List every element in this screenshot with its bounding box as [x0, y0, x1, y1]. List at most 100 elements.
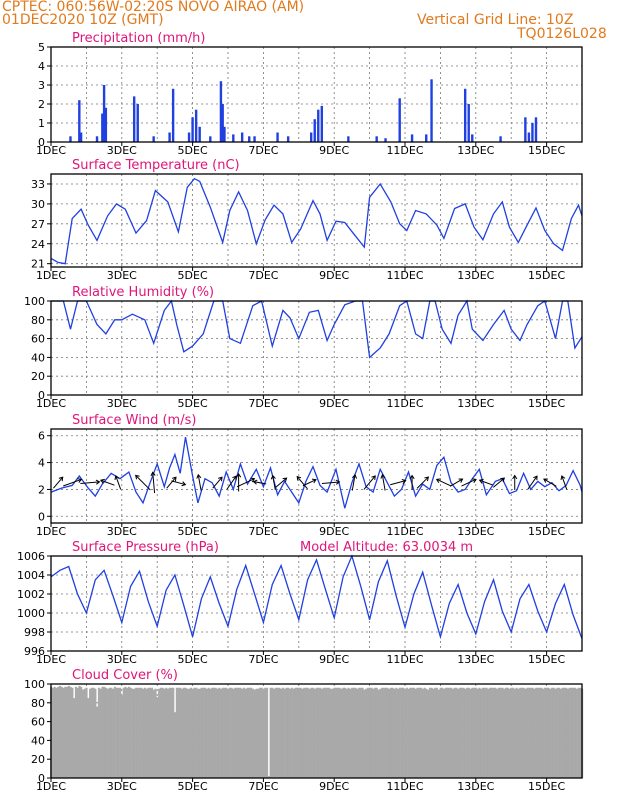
- wind-arrowhead: [296, 475, 302, 481]
- y-tick-label: 0: [38, 510, 45, 523]
- cloud-bar: [324, 687, 327, 778]
- cloud-bar: [235, 687, 239, 778]
- cloud-bar: [501, 687, 504, 778]
- x-tick-label: 5DEC: [178, 653, 208, 666]
- cloud-bar: [119, 687, 122, 778]
- wind-arrowhead: [252, 479, 258, 485]
- wind-arrowhead: [371, 475, 376, 481]
- wind-arrow: [236, 478, 255, 488]
- wind-arrowhead: [114, 475, 120, 480]
- cloud-bar: [225, 687, 228, 778]
- cloud-bar: [551, 687, 554, 778]
- precip-bar: [132, 96, 136, 142]
- cloud-bar: [336, 687, 339, 778]
- y-tick-label: 998: [24, 626, 45, 639]
- wind-arrow: [381, 474, 386, 491]
- cloud-bar: [359, 687, 362, 778]
- cloud-bar: [455, 687, 458, 778]
- y-tick-label: 0: [38, 772, 45, 785]
- wind-arrowhead: [77, 478, 83, 483]
- cloud-bar: [101, 686, 104, 778]
- cloud-bar: [566, 688, 570, 778]
- precip-bar: [79, 132, 83, 142]
- wind-arrowhead: [335, 479, 341, 485]
- cloud-bar: [368, 687, 371, 778]
- cloud-bar: [304, 687, 308, 778]
- x-tick-label: 9DEC: [319, 397, 349, 410]
- wind-arrowhead: [196, 473, 202, 479]
- cloud-bar: [540, 687, 543, 778]
- cloud-bar: [152, 689, 155, 778]
- cloud-bar: [129, 687, 132, 778]
- cloud-bar: [374, 687, 377, 778]
- cloud-bar: [271, 687, 274, 778]
- cloud-bar: [398, 687, 401, 778]
- cloud-bar: [97, 687, 100, 778]
- cloud-bar: [198, 688, 201, 778]
- y-tick-label: 1006: [17, 550, 45, 563]
- precip-bar: [240, 132, 244, 142]
- precip-frame: [50, 46, 583, 143]
- cloud-bar: [234, 687, 237, 778]
- cloud-bar: [487, 688, 490, 778]
- cloud-bar: [333, 687, 336, 778]
- cloud-bar: [508, 688, 511, 778]
- wind-arrowhead: [512, 474, 518, 480]
- cloud-bar: [251, 688, 254, 778]
- y-tick-label: 60: [31, 716, 45, 729]
- wind-arrowhead: [311, 478, 317, 484]
- cloud-bar: [220, 688, 223, 778]
- y-tick-label: 1000: [17, 607, 45, 620]
- x-tick-label: 13DEC: [457, 780, 494, 793]
- cloud-bar: [189, 687, 193, 778]
- x-tick-label: 5DEC: [178, 780, 208, 793]
- cloud-bar: [273, 688, 276, 778]
- cloud-bar: [435, 687, 439, 778]
- pressure-panel: [47, 554, 583, 655]
- precip-bar: [152, 136, 155, 142]
- cloud-bar: [372, 688, 375, 778]
- cloud-bar: [428, 687, 431, 778]
- cloud-bar: [556, 687, 559, 778]
- cloud-bar: [92, 687, 95, 778]
- x-tick-label: 5DEC: [178, 269, 208, 282]
- cloud-bar: [393, 688, 396, 778]
- wind-arrowhead: [270, 474, 276, 480]
- cloud-bar: [405, 687, 408, 778]
- precip-bar: [347, 136, 350, 142]
- cloud-bar: [212, 687, 216, 778]
- cloud-bar: [412, 687, 416, 778]
- x-tick-label: 11DEC: [386, 525, 423, 538]
- y-tick-label: 5: [38, 41, 45, 54]
- cloud-bar: [496, 688, 499, 778]
- cloud-bar: [306, 687, 309, 778]
- precip-title: Precipitation (mm/h): [72, 31, 205, 46]
- wind-arrow: [296, 476, 308, 490]
- cloud-bar: [253, 689, 256, 778]
- cloud-bar: [214, 687, 217, 778]
- cloud-bar: [312, 687, 315, 778]
- precip-bar: [191, 117, 194, 142]
- wind-arrow: [80, 481, 100, 485]
- cloud-bar: [186, 688, 189, 778]
- wind-arrowhead: [435, 478, 441, 483]
- precip-bar: [524, 117, 527, 142]
- wind-arrow: [561, 475, 568, 490]
- cloud-bar: [347, 687, 350, 778]
- cloud-frame: [50, 683, 583, 779]
- cloud-bar: [237, 687, 240, 778]
- cloud-bar: [416, 687, 419, 778]
- x-tick-label: 5DEC: [178, 525, 208, 538]
- wind-arrow: [171, 480, 186, 486]
- cloud-bar: [320, 688, 323, 778]
- wind-arrowhead: [236, 472, 242, 478]
- precip-bar: [101, 113, 104, 142]
- x-tick-label: 13DEC: [457, 653, 494, 666]
- cloud-bar: [310, 687, 313, 778]
- cloud-bar: [520, 687, 524, 778]
- cloud-bar: [432, 688, 435, 778]
- precip-bar: [102, 85, 106, 142]
- wind-arrow: [363, 475, 376, 490]
- cloud-bar: [421, 688, 424, 778]
- x-tick-label: 7DEC: [248, 397, 278, 410]
